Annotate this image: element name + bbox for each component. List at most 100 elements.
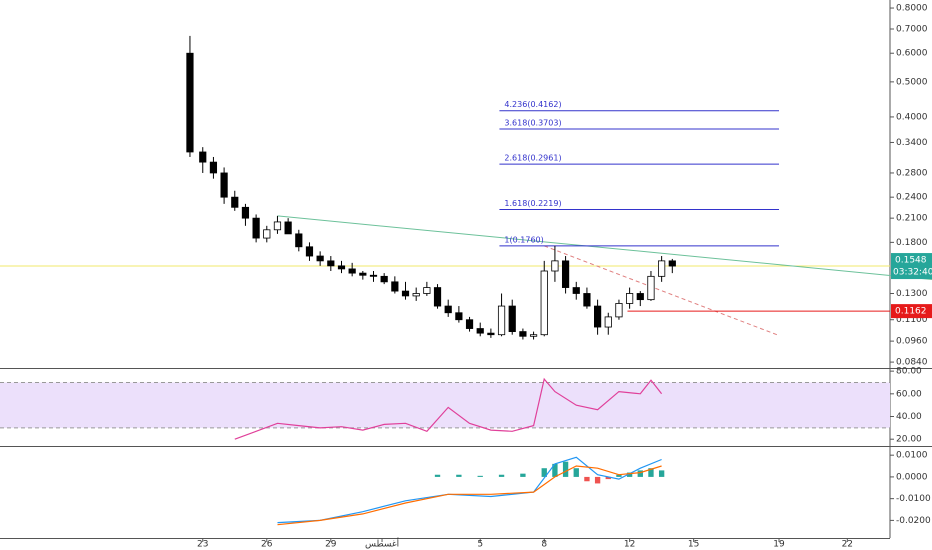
candle-body [540,270,548,336]
y-tick-label: 0.0960 [896,337,928,347]
y-tick-label: 0.4000 [896,112,928,122]
histogram-bar [552,463,558,477]
histogram-bar [456,474,462,477]
x-tick-label: 23 [197,540,208,550]
candle-body [519,331,527,337]
price-box-countdown: 03:32:40 [893,268,932,278]
candle-body [412,293,420,297]
candle-body [626,293,634,304]
y-tick-label: 0.1100 [896,315,928,325]
candle-body [647,275,655,301]
candle-body [423,287,431,294]
pane: 80.00 60.00 40.00 20.00 [0,367,922,445]
candle-body [433,287,442,307]
candle-body [668,260,676,267]
candle-body [561,260,570,288]
y-tick-label: 0.0000 [896,472,928,482]
histogram-bar [658,470,665,477]
histogram-bar [605,476,611,480]
y-tick-label: -0.0200 [896,516,931,526]
histogram-bar [573,468,579,477]
candle-body [497,305,506,336]
y-tick-label: 0.0100 [896,451,928,461]
candle-body [594,305,602,328]
candle-body [186,52,194,153]
candle-body [401,290,410,297]
x-tick-label: 15 [688,540,699,550]
stop-box-value: 0.1162 [895,307,927,317]
y-tick-label: 0.8000 [896,4,928,14]
indicator-line [234,377,663,440]
price-box [891,253,932,280]
candle-body [252,217,260,239]
histogram-bar [434,474,441,477]
candle-body [572,287,580,294]
candle-body [316,255,324,262]
candle-body [273,221,282,231]
x-tick-label: 29 [325,540,337,550]
y-tick-label: 0.1800 [896,238,928,248]
x-tick-label: 26 [261,540,273,550]
histogram-bar [637,470,643,477]
x-tick-label: 8 [541,540,547,550]
histogram-bar [616,474,622,477]
candle-body [305,246,314,257]
indicator-line [277,465,662,526]
candle-body [220,172,228,198]
candle-body [359,272,367,276]
candle-body [380,275,388,283]
x-tick-label: 5 [477,540,483,550]
candle-body [444,305,452,314]
fib-label: 2.618(0.2961) [504,154,561,163]
fib-label: 3.618(0.3703) [504,119,561,128]
fib-label: 1(0.1760) [504,235,543,244]
y-tick-label: 40.00 [896,412,922,422]
candle-body [455,312,463,321]
stop-box [891,304,932,319]
histogram-bar [626,472,633,477]
y-tick-label: 60.00 [896,389,922,399]
candle-body [284,221,292,235]
candle-body [658,260,666,277]
x-tick-label: 19 [773,540,785,550]
y-tick-label: -0.0100 [896,494,931,504]
candle-body [231,196,239,208]
trendline [277,215,932,281]
candle-body [615,303,623,318]
candle-body [199,151,207,163]
candle-body [476,328,484,334]
y-tick-label: 80.00 [896,367,922,377]
candle-body [551,260,559,272]
fib-label: 1.618(0.2219) [504,199,561,208]
candle-body [391,281,399,292]
pane: 0.0100 0.0000 -0.0100 -0.0200 23 26 29 أغسطس 5 8 1… [197,451,931,550]
candle-body [295,233,303,248]
price-box-value: 0.1548 [895,256,927,266]
histogram-bar [584,476,590,482]
candle-body [529,334,538,337]
y-tick-label: 0.1300 [896,289,928,299]
candle-body [604,316,612,328]
candle-body [337,265,346,270]
candle-body [369,274,378,277]
candle-body [348,268,356,274]
y-tick-label: 0.0840 [896,358,928,368]
y-tick-label: 0.3400 [896,138,928,148]
y-tick-label: 0.5000 [896,77,928,87]
rsi-band [0,382,890,428]
histogram-bar [520,473,526,477]
histogram-bar [594,476,601,484]
fib-levels: 4.236(0.4162) 3.618(0.3703) 2.618(0.2961) 1… [499,100,780,247]
candle-body [263,229,271,239]
candle-body [487,332,495,336]
histogram-bar [541,468,547,477]
histogram-bar [498,474,505,477]
candle-body [508,305,516,332]
candle-body [327,260,335,267]
x-tick-label: 12 [624,540,635,550]
y-tick-label: 20.00 [896,435,922,445]
x-tick-label: أغسطس [365,538,399,550]
